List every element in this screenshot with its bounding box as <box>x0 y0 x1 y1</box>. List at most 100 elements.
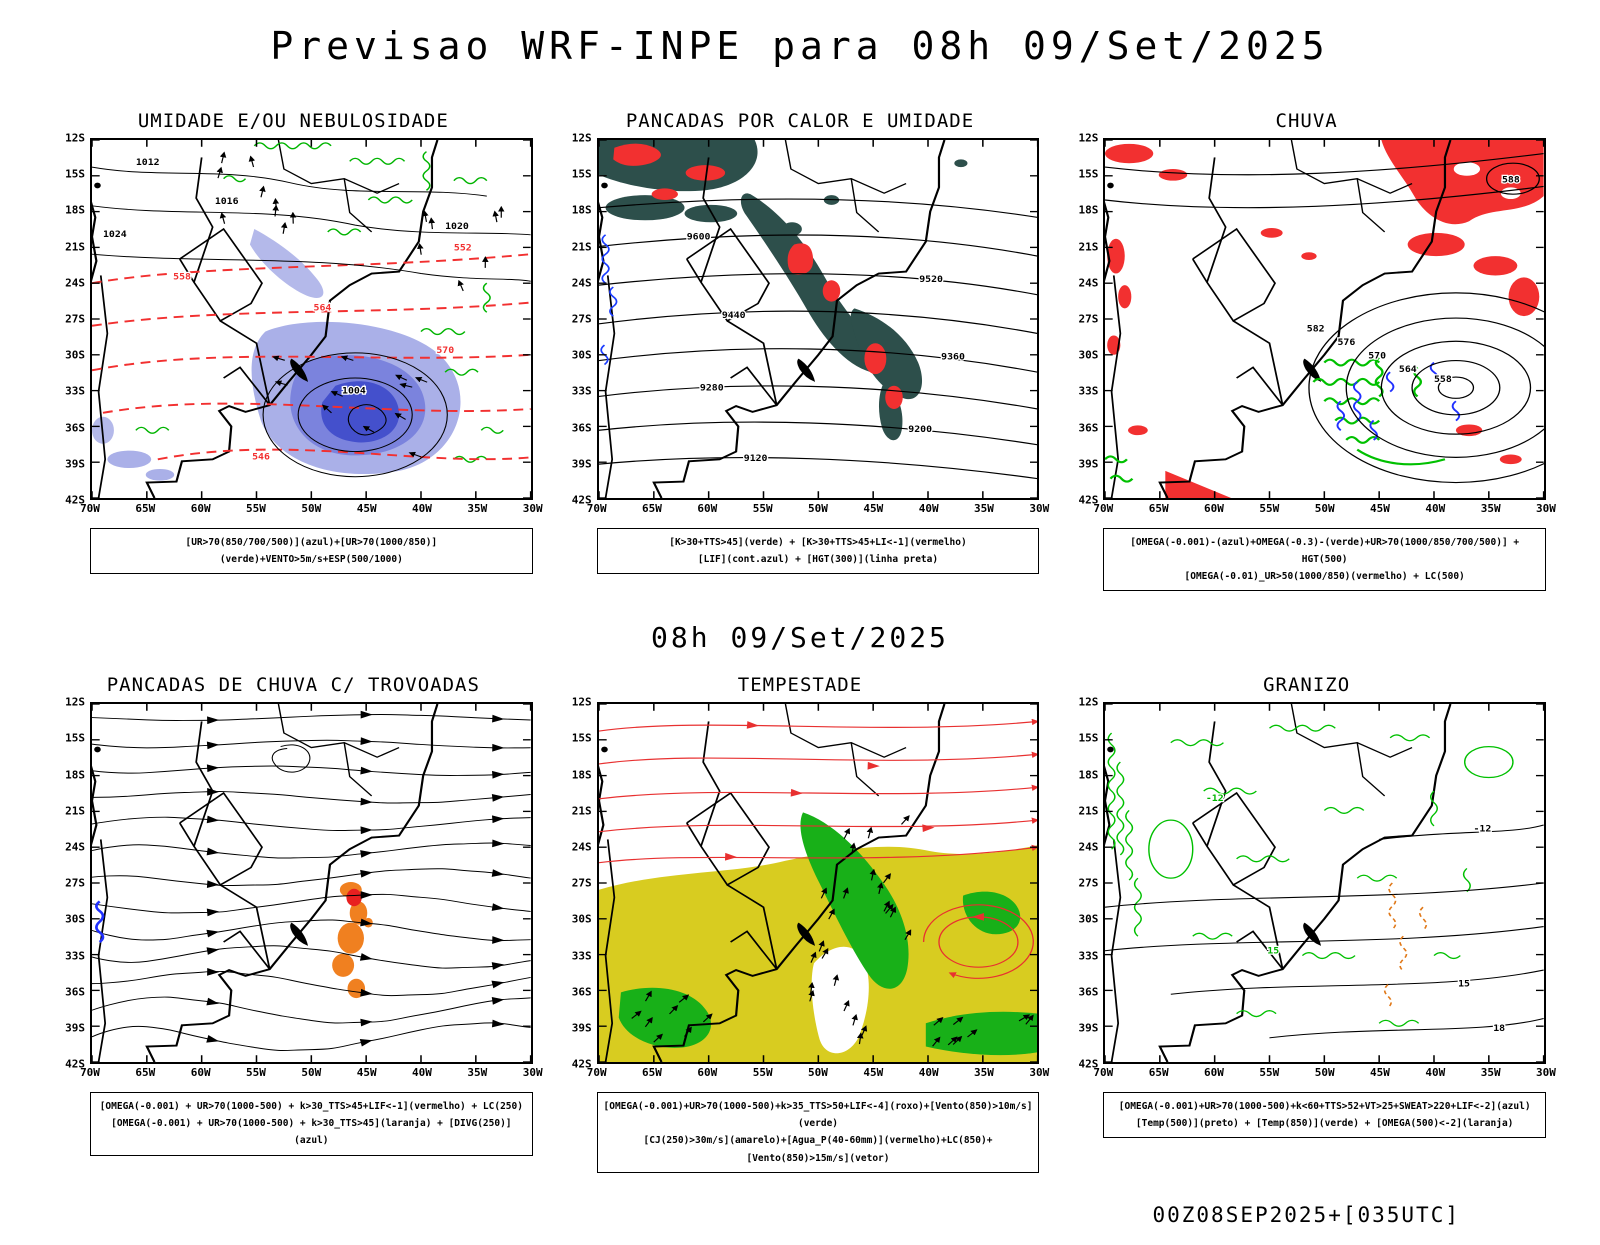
panel-umidade: UMIDADE E/OU NEBULOSIDADE 12S 15S 18S 21S 24… <box>54 106 543 619</box>
y-axis-label: 42S <box>1078 1057 1099 1071</box>
x-axis-label: 40W <box>412 1066 432 1080</box>
legend-line: [Temp(500)](preto) + [Temp(850)](verde) … <box>1135 1118 1514 1130</box>
y-axis-label: 27S <box>571 312 592 326</box>
x-axis-label: 30W <box>522 1066 543 1080</box>
instability-shading-teal <box>598 140 968 441</box>
x-axis-label: 35W <box>467 1066 488 1080</box>
y-axis-label: 30S <box>65 912 85 926</box>
y-axis-label: 24S <box>1078 840 1099 854</box>
jet-shading-yellow <box>598 845 1038 1063</box>
map-plot <box>90 702 533 1065</box>
x-axis-label: 30W <box>1029 1066 1050 1080</box>
y-axis: 12S 15S 18S 21S 24S 27S 30S 33S 36S 39S 42S <box>1067 696 1103 1071</box>
x-axis-label: 70W <box>1093 502 1114 515</box>
contour-label: 570 <box>1369 351 1387 361</box>
y-axis-label: 24S <box>65 276 85 290</box>
contour-label: 564 <box>1399 365 1417 375</box>
temp500-contours-black <box>1105 824 1544 1039</box>
contour-label: 1004 <box>342 386 366 396</box>
legend-line: [OMEGA(-0.001)+UR>70(1000-500)+k>35_TTS>… <box>603 1101 1033 1130</box>
x-axis-label: 40W <box>1425 502 1446 515</box>
y-axis-label: 15S <box>1078 731 1099 745</box>
omega-contours-blue <box>1336 361 1461 441</box>
contour-label: 588 <box>1502 175 1520 185</box>
y-axis-label: 27S <box>65 312 85 326</box>
panel-granizo: GRANIZO 12S 15S 18S 21S 24S 27S 30S 33S 36S 39S 42… <box>1067 670 1556 1200</box>
y-axis-label: 30S <box>1078 912 1099 926</box>
page-title: Previsao WRF-INPE para 08h 09/Set/2025 <box>270 24 1330 68</box>
x-axis-label: 55W <box>1259 1066 1280 1080</box>
x-axis-label: 45W <box>1370 1066 1390 1080</box>
wind-arrows <box>272 355 428 458</box>
y-axis-label: 39S <box>571 1021 592 1035</box>
y-axis-label: 12S <box>65 131 85 145</box>
tick-marks <box>598 704 1038 1063</box>
x-axis-label: 60W <box>697 1066 718 1080</box>
x-axis-label: 65W <box>642 502 662 515</box>
contour-label: 9360 <box>941 352 965 362</box>
y-axis-label: 30S <box>571 912 592 926</box>
legend-line: [UR>70(850/700/500)](azul)+[UR>70(1000/8… <box>185 537 438 566</box>
contour-labels: 9600 9520 9440 9360 9280 9200 9120 <box>685 231 966 465</box>
contour-label: 1024 <box>103 229 127 239</box>
wind-vectors <box>818 815 911 959</box>
contour-label: 9120 <box>743 454 767 464</box>
x-axis-label: 60W <box>697 502 718 515</box>
hgt500-contours-black <box>1105 152 1544 484</box>
x-axis-label: 40W <box>412 502 432 515</box>
y-axis-label: 36S <box>65 421 85 435</box>
contour-labels: 1012 1016 1020 1024 1004 552 558 564 570… <box>102 156 473 463</box>
contour-label: -12 <box>1474 825 1492 835</box>
x-axis-label: 45W <box>356 502 377 515</box>
contour-label: 1016 <box>215 196 239 206</box>
y-axis-label: 30S <box>571 348 592 362</box>
legend-line: [LIF](cont.azul) + [HGT(300)](linha pret… <box>697 554 939 566</box>
y-axis: 12S 15S 18S 21S 24S 27S 30S 33S 36S 39S 42S <box>54 696 90 1071</box>
x-axis-label: 30W <box>522 502 543 515</box>
x-axis-label: 50W <box>1314 502 1335 515</box>
x-axis-label: 35W <box>1480 1066 1501 1080</box>
tick-marks <box>92 704 531 1063</box>
x-axis-label: 70W <box>1093 1066 1114 1080</box>
jet-shading-gap <box>811 946 869 1054</box>
map-chuva: 558 564 570 576 582 588 <box>1105 140 1544 498</box>
divergence-contour-blue <box>95 900 105 944</box>
legend-line: [CJ(250)>30m/s](amarelo)+[Agua_P(40-60mm… <box>643 1135 993 1164</box>
y-axis: 12S 15S 18S 21S 24S 27S 30S 33S 36S 39S 42S <box>54 132 90 507</box>
y-axis-label: 21S <box>1078 804 1099 818</box>
y-axis-label: 33S <box>65 949 85 963</box>
lif-contours-blue <box>599 234 618 366</box>
y-axis-label: 18S <box>65 768 85 782</box>
panel-trovoadas: PANCADAS DE CHUVA C/ TROVOADAS 12S 15S 18S… <box>54 670 543 1200</box>
y-axis-label: 39S <box>1078 1021 1099 1035</box>
contour-label: 558 <box>1434 374 1452 384</box>
y-axis-label: 12S <box>571 695 592 709</box>
y-axis: 12S 15S 18S 21S 24S 27S 30S 33S 36S 39S 42S <box>561 132 597 507</box>
x-axis-label: 45W <box>863 1066 884 1080</box>
y-axis-label: 15S <box>65 731 85 745</box>
y-axis-label: 12S <box>65 695 85 709</box>
y-axis-label: 33S <box>1078 384 1099 398</box>
contour-labels: 558 564 570 576 582 588 <box>1306 174 1522 386</box>
contour-label: 582 <box>1307 324 1325 334</box>
x-axis-label: 40W <box>1425 1066 1446 1080</box>
x-axis-label: 70W <box>586 1066 607 1080</box>
y-axis-label: 15S <box>571 731 592 745</box>
y-axis-label: 27S <box>1078 876 1099 890</box>
x-axis-label: 35W <box>974 502 994 515</box>
contour-label: 15 <box>1268 946 1280 956</box>
mid-caption: 08h 09/Set/2025 <box>651 621 949 655</box>
contour-label: 564 <box>314 303 332 313</box>
y-axis-label: 24S <box>571 276 592 290</box>
wind-arrows <box>216 151 297 234</box>
y-axis-label: 18S <box>1078 768 1099 782</box>
y-axis-label: 33S <box>571 384 592 398</box>
map-granizo: -12 15 18 -12 15 <box>1105 704 1544 1063</box>
panel-pancadas-calor: PANCADAS POR CALOR E UMIDADE 12S 15S 18S 21… <box>561 106 1049 619</box>
omega500-contours-orange <box>1384 882 1428 1009</box>
y-axis-label: 18S <box>1078 203 1099 217</box>
panel-tempestade: TEMPESTADE 12S 15S 18S 21S 24S 27S 30S 33S 36S 39… <box>561 670 1049 1200</box>
x-axis-label: 40W <box>918 1066 939 1080</box>
panel-chuva: CHUVA 12S 15S 18S 21S 24S 27S 30S 33S 36S 39S 42S <box>1067 106 1556 619</box>
y-axis-label: 30S <box>65 348 85 362</box>
